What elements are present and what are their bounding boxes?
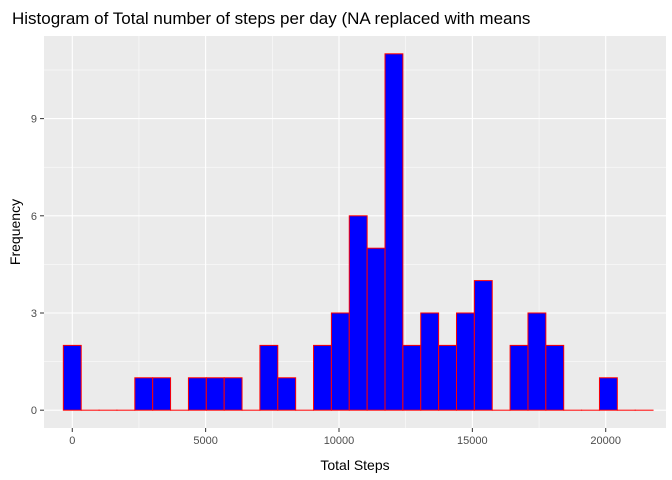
histogram-bar bbox=[473, 280, 493, 411]
histogram-bar bbox=[205, 377, 225, 411]
histogram-bar bbox=[348, 215, 368, 411]
histogram-bar bbox=[420, 312, 440, 411]
chart-title: Histogram of Total number of steps per d… bbox=[12, 9, 530, 28]
x-tick-label: 10000 bbox=[324, 435, 355, 447]
histogram-bar bbox=[455, 312, 475, 411]
histogram-bar bbox=[313, 344, 332, 411]
y-tick-label: 9 bbox=[31, 114, 37, 126]
histogram-bar bbox=[259, 344, 279, 411]
x-tick-label: 0 bbox=[69, 435, 75, 447]
histogram-bar bbox=[402, 344, 422, 411]
x-axis-ticks: 0 5000 10000 15000 20000 bbox=[69, 428, 621, 447]
x-tick-label: 20000 bbox=[590, 435, 621, 447]
histogram-bar bbox=[277, 377, 297, 411]
histogram-bars bbox=[62, 53, 654, 411]
x-tick-label: 5000 bbox=[193, 435, 217, 447]
histogram-bar bbox=[330, 312, 350, 411]
y-tick-label: 6 bbox=[31, 211, 37, 223]
histogram-bar bbox=[366, 247, 386, 411]
histogram-bar bbox=[509, 344, 529, 411]
histogram-bar bbox=[152, 377, 172, 411]
histogram-bar bbox=[62, 344, 82, 411]
histogram-bar bbox=[187, 377, 207, 411]
histogram-bar bbox=[384, 53, 404, 411]
histogram-bar bbox=[438, 344, 457, 411]
y-axis-ticks: 0 3 6 9 bbox=[31, 114, 44, 417]
histogram-bar bbox=[134, 377, 154, 411]
histogram-bar bbox=[527, 312, 547, 411]
y-tick-label: 3 bbox=[31, 308, 37, 320]
y-tick-label: 0 bbox=[31, 405, 37, 417]
x-tick-label: 15000 bbox=[457, 435, 488, 447]
histogram-bar bbox=[545, 344, 565, 411]
histogram-bar bbox=[223, 377, 243, 411]
histogram-bar bbox=[598, 377, 618, 411]
x-axis-title: Total Steps bbox=[320, 457, 389, 473]
y-axis-title: Frequency bbox=[7, 199, 23, 265]
